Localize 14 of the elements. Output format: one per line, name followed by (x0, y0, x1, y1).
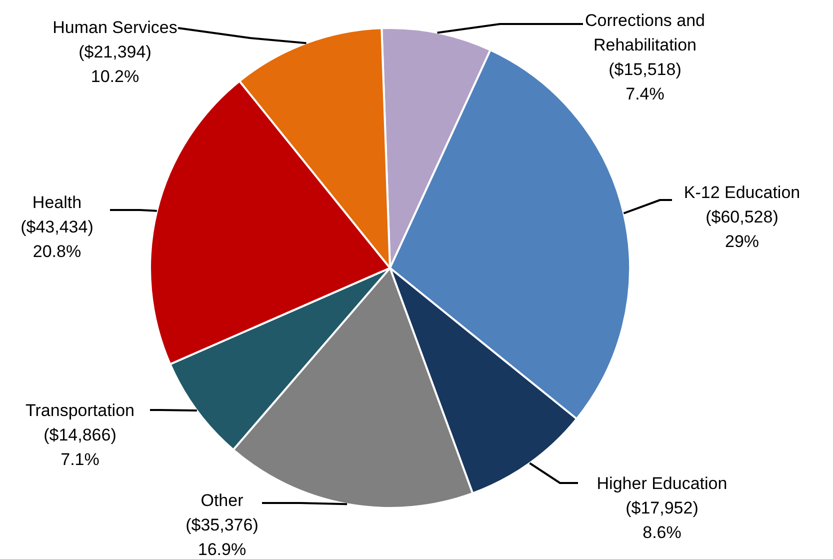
data-label: ($60,528) 29% (706, 208, 778, 251)
slice-label: K-12 Education (684, 183, 800, 202)
data-label: ($15,518) 7.4% (608, 60, 682, 104)
data-label: ($35,376) 16.9% (186, 516, 258, 559)
data-label: ($14,866) 7.1% (44, 426, 116, 469)
data-label: ($17,952) 8.6% (626, 498, 698, 542)
slice-label: Human Services (52, 18, 178, 37)
data-label: ($43,434) 20.8% (20, 218, 94, 261)
slice-label: Corrections and Rehabilitation (584, 11, 706, 54)
slice-label: Other (200, 491, 244, 510)
slice-label: Transportation (26, 401, 134, 420)
slice-label: Higher Education (596, 474, 728, 493)
slice-label: Health (32, 193, 82, 212)
data-label: ($21,394) 10.2% (78, 42, 152, 86)
